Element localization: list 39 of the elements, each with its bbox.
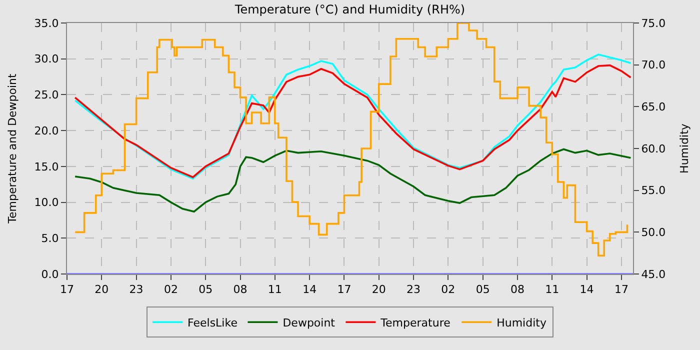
x-tick-label: 08 <box>510 283 524 296</box>
x-tick-label: 05 <box>198 283 213 296</box>
x-tick-label: 02 <box>164 283 178 296</box>
x-tick-label: 23 <box>129 283 144 296</box>
y2-axis-title: Humidity <box>678 123 691 174</box>
y-tick-label: 5.0 <box>41 232 59 245</box>
legend-label: Dewpoint <box>282 316 336 330</box>
x-tick-label: 14 <box>580 283 594 296</box>
y-axis-title: Temperature and Dewpoint <box>6 72 19 224</box>
y2-tick-label: 50.0 <box>641 226 666 240</box>
y2-tick-label: 60.0 <box>641 142 666 156</box>
chart-title: Temperature (°C) and Humidity (RH%) <box>234 2 466 17</box>
y-tick-label: 0.0 <box>41 268 59 281</box>
y-tick-label: 20.0 <box>34 124 59 138</box>
x-tick-label: 17 <box>614 283 628 296</box>
y2-tick-label: 45.0 <box>641 268 666 281</box>
x-tick-label: 23 <box>406 283 421 296</box>
y-tick-label: 30.0 <box>34 52 59 66</box>
y-tick-label: 10.0 <box>34 196 59 210</box>
x-tick-label: 11 <box>268 283 282 296</box>
x-tick-label: 20 <box>94 283 109 296</box>
x-tick-label: 20 <box>372 283 386 296</box>
y-tick-label: 25.0 <box>34 88 59 102</box>
y2-tick-label: 55.0 <box>641 184 666 198</box>
y-tick-label: 15.0 <box>34 160 59 174</box>
x-tick-label: 11 <box>545 283 560 296</box>
legend-label: Temperature <box>380 316 451 330</box>
x-tick-label: 02 <box>441 283 456 296</box>
x-tick-label: 05 <box>476 283 490 296</box>
y-tick-label: 35.0 <box>34 16 59 30</box>
legend-label: FeelsLike <box>188 316 238 330</box>
legend-label: Humidity <box>496 316 547 330</box>
x-tick-label: 08 <box>233 283 248 296</box>
y2-tick-label: 75.0 <box>641 16 666 30</box>
x-tick-label: 17 <box>60 283 74 296</box>
x-tick-label: 14 <box>302 283 317 296</box>
y2-tick-label: 70.0 <box>641 58 666 72</box>
y2-tick-label: 65.0 <box>641 100 666 114</box>
x-tick-label: 17 <box>337 283 352 296</box>
